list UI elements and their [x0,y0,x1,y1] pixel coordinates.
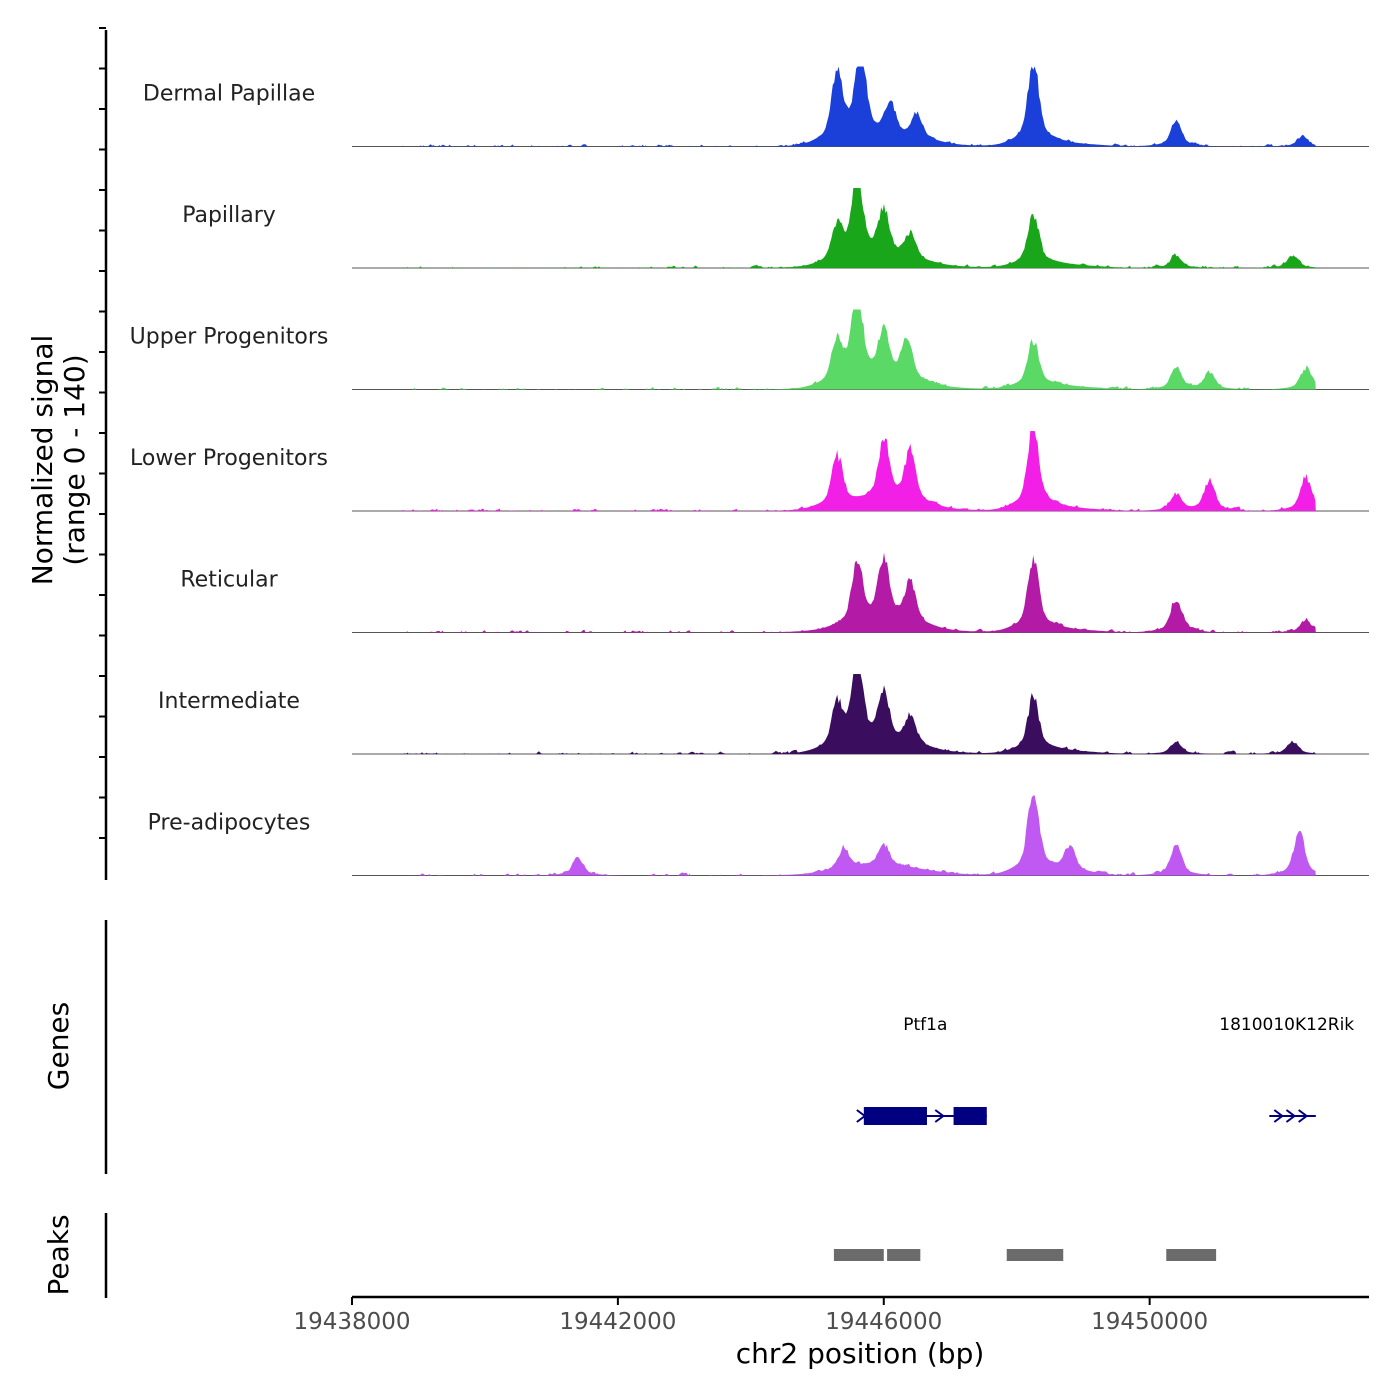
x-tick-label: 19446000 [825,1309,942,1335]
x-tick-label: 19450000 [1091,1309,1208,1335]
track-pre-adipocytes: Pre-adipocytes [148,795,1369,876]
track-lower-progenitors: Lower Progenitors [130,431,1369,512]
signal-tracks: Dermal Papillae Papillary Upper Progenitor… [130,66,1369,876]
gene-strand-arrow [856,1109,867,1123]
track-label: Pre-adipocytes [148,811,311,836]
gene-track: Ptf1a 1810010K12Rik [856,1015,1354,1125]
signal-area [398,552,1316,633]
track-upper-progenitors: Upper Progenitors [130,309,1369,390]
track-papillary: Papillary [182,188,1369,269]
peak-region [1006,1249,1064,1261]
gene-label: Ptf1a [903,1015,947,1035]
signal-area [398,795,1316,876]
track-label: Lower Progenitors [130,446,328,471]
gene-label: 1810010K12Rik [1219,1015,1354,1035]
gene-strand-arrow [1298,1109,1309,1123]
signal-area [398,66,1316,147]
peak-region [1166,1249,1217,1261]
signal-area [398,431,1316,511]
signal-area [398,309,1316,390]
gene-1810010k12rik: 1810010K12Rik [1219,1015,1354,1123]
track-label: Intermediate [158,689,300,714]
gene-strand-arrow [934,1109,945,1123]
genes-axis-title: Genes [42,1002,75,1090]
signal-area [398,188,1316,268]
gene-ptf1a: Ptf1a [856,1015,987,1125]
track-label: Papillary [182,203,276,228]
signal-area [398,674,1316,754]
peak-region [887,1249,921,1261]
peak-track [833,1249,1217,1261]
gene-strand-arrow [1273,1109,1284,1123]
track-dermal-papillae: Dermal Papillae [143,66,1369,147]
track-label: Reticular [180,568,278,593]
track-reticular: Reticular [180,552,1369,633]
track-label: Upper Progenitors [130,325,329,350]
gene-exon [953,1107,987,1125]
gene-exon [863,1107,927,1125]
x-axis-title: chr2 position (bp) [736,1337,985,1370]
x-axis-ticks: 19438000 19442000 19446000 19450000 [293,1297,1208,1335]
gene-strand-arrow [1285,1109,1297,1123]
y-axis-range: (range 0 - 140) [58,354,91,565]
track-intermediate: Intermediate [158,674,1369,755]
peak-region [833,1249,884,1261]
x-tick-label: 19442000 [559,1309,676,1335]
peaks-axis-title: Peaks [42,1214,75,1295]
signal-y-axis-ticks [99,27,106,839]
track-label: Dermal Papillae [143,82,315,107]
y-axis-title: Normalized signal [26,335,59,586]
x-tick-label: 19438000 [293,1309,410,1335]
